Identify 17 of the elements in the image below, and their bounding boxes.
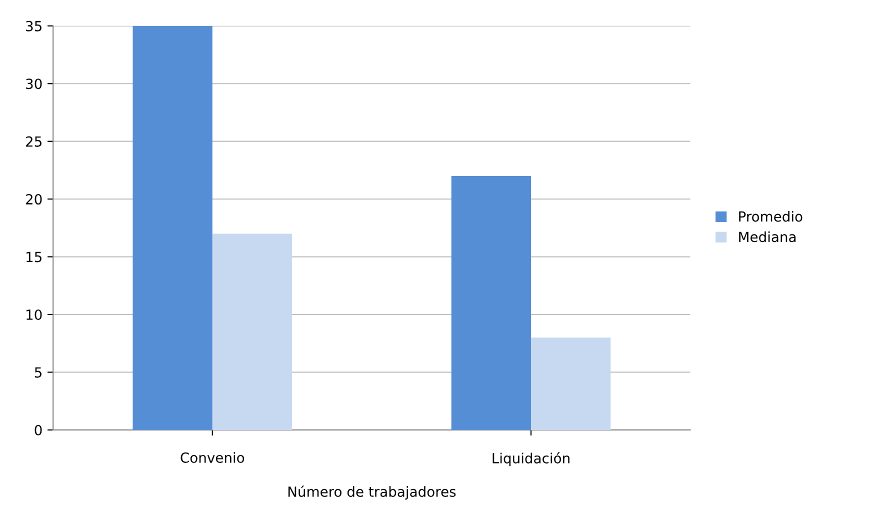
y-tick-label: 35	[26, 20, 42, 32]
x-axis-title: Número de trabajadores	[288, 486, 456, 500]
x-tick-label: Liquidación	[492, 452, 570, 466]
bar	[451, 176, 531, 430]
bar	[531, 338, 611, 430]
y-tick-label: 0	[34, 424, 42, 436]
legend-label: Mediana	[739, 231, 796, 242]
y-tick-label: 5	[34, 367, 42, 378]
bar	[132, 26, 212, 430]
bar	[212, 234, 292, 430]
y-tick-label: 20	[26, 194, 42, 205]
y-tick-label: 10	[26, 309, 42, 320]
legend-label: Promedio	[739, 211, 802, 222]
x-tick-label: Convenio	[180, 452, 244, 463]
y-tick-label: 25	[26, 136, 42, 147]
y-tick-label: 15	[26, 252, 42, 262]
y-tick-label: 30	[26, 78, 42, 90]
